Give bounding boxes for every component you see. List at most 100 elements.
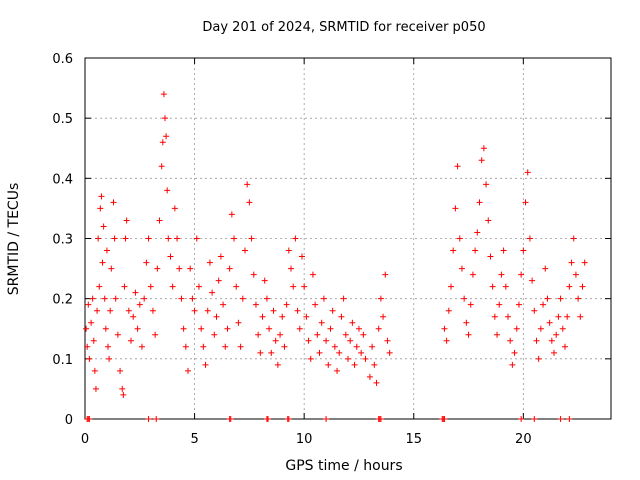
data-point (285, 416, 292, 422)
data-point (342, 331, 349, 338)
chart-title: Day 201 of 2024, SRMTID for receiver p05… (202, 20, 485, 35)
data-point (231, 235, 238, 242)
data-point (323, 337, 330, 344)
data-point (441, 325, 448, 332)
data-point (274, 361, 281, 368)
data-point (152, 331, 159, 338)
data-point (110, 199, 117, 206)
data-point (546, 319, 553, 326)
data-point (575, 295, 582, 302)
data-point (285, 247, 292, 254)
data-point (105, 343, 112, 350)
data-point (555, 313, 562, 320)
data-point (480, 145, 487, 152)
x-tick-label: 0 (81, 432, 89, 447)
data-point (518, 416, 525, 422)
data-point (272, 337, 279, 344)
data-point (102, 325, 109, 332)
data-point (167, 253, 174, 260)
data-point (206, 259, 213, 266)
data-point (537, 325, 544, 332)
data-point (235, 319, 242, 326)
data-point (106, 355, 113, 362)
data-point (187, 265, 194, 272)
data-point (491, 313, 498, 320)
data-point (84, 343, 91, 350)
data-point (450, 247, 457, 254)
data-point (353, 343, 360, 350)
data-point (107, 307, 114, 314)
data-point (83, 325, 90, 332)
data-point (465, 331, 472, 338)
y-axis-label: SRMTID / TECUs (6, 183, 22, 296)
data-point (211, 331, 218, 338)
y-tick-label: 0.1 (52, 353, 73, 368)
data-point (147, 283, 154, 290)
data-point (375, 325, 382, 332)
data-point (270, 307, 277, 314)
x-tick-label: 10 (296, 432, 313, 447)
data-point (557, 416, 564, 422)
data-point (292, 235, 299, 242)
data-point (526, 235, 533, 242)
data-point (347, 337, 354, 344)
data-point (373, 379, 380, 386)
data-point (478, 157, 485, 164)
data-point (222, 343, 229, 350)
data-point (149, 307, 156, 314)
data-point (494, 331, 501, 338)
data-point (540, 301, 547, 308)
data-point (371, 361, 378, 368)
data-point (202, 361, 209, 368)
x-tick-label: 5 (190, 432, 198, 447)
data-point (268, 349, 275, 356)
data-point (377, 416, 384, 422)
data-point (261, 277, 268, 284)
data-point (165, 235, 172, 242)
data-point (92, 385, 99, 392)
y-tick-label: 0.4 (52, 172, 73, 187)
data-point (128, 337, 135, 344)
data-point (355, 325, 362, 332)
data-point (138, 343, 145, 350)
data-point (351, 361, 358, 368)
data-point (377, 295, 384, 302)
data-point (331, 343, 338, 350)
data-point (185, 367, 192, 374)
data-point (386, 349, 393, 356)
data-point (334, 367, 341, 374)
data-point (496, 301, 503, 308)
data-point (369, 343, 376, 350)
data-point (246, 199, 253, 206)
data-point (117, 367, 124, 374)
data-point (296, 325, 303, 332)
data-point (125, 307, 132, 314)
data-point (504, 313, 511, 320)
data-point (227, 416, 234, 422)
data-point (143, 259, 150, 266)
data-point (141, 295, 148, 302)
y-tick-label: 0.3 (52, 233, 73, 248)
y-tick-label: 0.2 (52, 293, 73, 308)
x-tick-label: 15 (405, 432, 422, 447)
data-point (360, 331, 367, 338)
data-point (568, 259, 575, 266)
data-point (448, 283, 455, 290)
data-point (294, 307, 301, 314)
data-point (241, 247, 248, 254)
data-point (559, 325, 566, 332)
data-point (134, 325, 141, 332)
axis-ticks: 0 0.1 0.2 0.3 0.4 0.5 0.6 0 5 10 15 20 (52, 52, 611, 447)
data-point (161, 115, 168, 122)
data-point (257, 349, 264, 356)
data-point (358, 349, 365, 356)
data-point (570, 235, 577, 242)
data-point (259, 313, 266, 320)
data-point (209, 289, 216, 296)
data-point (283, 301, 290, 308)
data-point (533, 337, 540, 344)
data-point (252, 301, 259, 308)
data-point (336, 349, 343, 356)
data-point (572, 271, 579, 278)
data-point (456, 235, 463, 242)
